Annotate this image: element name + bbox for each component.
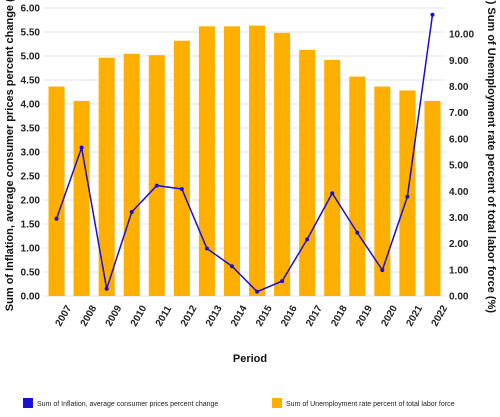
y-tick-label: 5.50 — [21, 28, 41, 39]
y-tick-label: 1.50 — [21, 220, 41, 231]
inflation-point-2017 — [305, 237, 310, 242]
x-tick-label: 2015 — [254, 303, 275, 328]
x-tick-label: 2010 — [129, 303, 150, 328]
y2-tick-label: 8.00 — [449, 82, 469, 93]
y2-tick-label: 4.00 — [449, 187, 469, 198]
bar-2008 — [73, 100, 90, 296]
y2-tick-label: 5.00 — [449, 161, 469, 172]
y2-tick-label: 3.00 — [449, 213, 469, 224]
y-tick-label: 3.00 — [21, 148, 41, 159]
inflation-point-2011 — [154, 183, 159, 188]
x-tick-label: 2022 — [430, 303, 451, 328]
inflation-point-2010 — [129, 210, 134, 214]
bar-2010 — [123, 53, 140, 297]
y-tick-label: 0.50 — [21, 268, 41, 279]
y-tick-label: 2.00 — [21, 196, 41, 207]
y-tick-label: 4.00 — [21, 100, 41, 111]
x-tick-label: 2008 — [79, 303, 100, 328]
bar-2020 — [374, 86, 391, 296]
bar-2016 — [274, 32, 291, 296]
bar-2022 — [424, 100, 441, 296]
inflation-point-2022 — [430, 12, 435, 17]
y-tick-label: 3.50 — [21, 124, 41, 135]
x-axis-title: Period — [233, 353, 267, 365]
y-tick-label: 2.50 — [21, 172, 41, 183]
bar-2017 — [299, 49, 316, 297]
x-tick-label: 2013 — [204, 303, 225, 328]
y-tick-label: 5.00 — [21, 52, 41, 63]
x-tick-label: 2017 — [304, 303, 325, 328]
inflation-line — [55, 14, 434, 293]
y2-tick-label: 6.00 — [449, 134, 469, 145]
y-tick-label: 0.00 — [21, 292, 41, 303]
y2-tick-label: 1.00 — [449, 265, 469, 276]
y2-tick-label: 7.00 — [449, 108, 469, 119]
y-axis-left-ticks: 0.00 0.50 1.00 1.50 2.00 2.50 3.00 3.50 4.00 4.50… — [21, 4, 41, 303]
bar-2018 — [324, 59, 341, 297]
inflation-point-2018 — [330, 191, 335, 196]
inflation-point-2009 — [104, 286, 109, 291]
x-tick-label: 2007 — [54, 303, 75, 328]
x-tick-label: 2021 — [404, 303, 425, 328]
x-tick-label: 2014 — [229, 303, 250, 328]
x-tick-label: 2011 — [154, 304, 175, 329]
legend-swatch-unemployment — [272, 398, 282, 408]
x-axis-ticks: 2007 2008 2009 2010 2011 2012 2013 2014 2015 2016… — [54, 303, 451, 328]
bar-2009 — [98, 57, 115, 296]
legend: Sum of Inflation, average consumer price… — [23, 398, 455, 408]
inflation-point-2012 — [179, 186, 184, 191]
bar-2007 — [48, 86, 65, 296]
y2-tick-label: 0.00 — [449, 292, 469, 303]
x-tick-label: 2009 — [104, 303, 125, 328]
bar-2014 — [223, 26, 240, 297]
inflation-point-2016 — [280, 279, 285, 284]
bar-2011 — [148, 55, 165, 296]
legend-label-unemployment: Sum of Unemployment rate percent of tota… — [286, 401, 455, 408]
line-series — [54, 12, 435, 294]
bar-2012 — [173, 40, 190, 297]
inflation-point-2019 — [355, 230, 360, 235]
x-tick-label: 2016 — [279, 303, 300, 328]
inflation-point-2008 — [79, 145, 84, 150]
y2-tick-label: 2.00 — [449, 239, 469, 250]
x-tick-label: 2019 — [354, 303, 375, 328]
y2-tick-label: 10.00 — [449, 30, 474, 41]
legend-swatch-inflation — [23, 398, 33, 408]
inflation-point-2015 — [255, 289, 260, 294]
y-tick-label: 4.50 — [21, 76, 41, 87]
bar-2015 — [249, 25, 266, 297]
inflation-point-2014 — [229, 264, 234, 269]
inflation-point-2007 — [54, 216, 59, 221]
y-axis-right-ticks: 0.00 1.00 2.00 3.00 4.00 5.00 6.00 7.00 8.00 9.00… — [449, 30, 474, 303]
x-tick-label: 2012 — [179, 303, 200, 328]
inflation-point-2020 — [380, 268, 385, 273]
x-tick-label: 2018 — [329, 303, 350, 328]
inflation-point-2013 — [204, 246, 209, 251]
bar-series — [48, 25, 441, 297]
legend-label-inflation: Sum of Inflation, average consumer price… — [37, 401, 218, 408]
x-tick-label: 2020 — [379, 303, 400, 328]
y-axis-left-title: Sum of Inflation, average consumer price… — [4, 0, 16, 311]
bar-2013 — [198, 26, 215, 297]
y2-tick-label: 9.00 — [449, 56, 469, 67]
inflation-point-2021 — [405, 194, 410, 199]
y-tick-label: 6.00 — [21, 4, 41, 15]
bar-2019 — [349, 76, 366, 296]
y-tick-label: 1.00 — [21, 244, 41, 255]
y-axis-right-title: (ZY) Sum of Unemployment rate percent of… — [485, 0, 497, 313]
